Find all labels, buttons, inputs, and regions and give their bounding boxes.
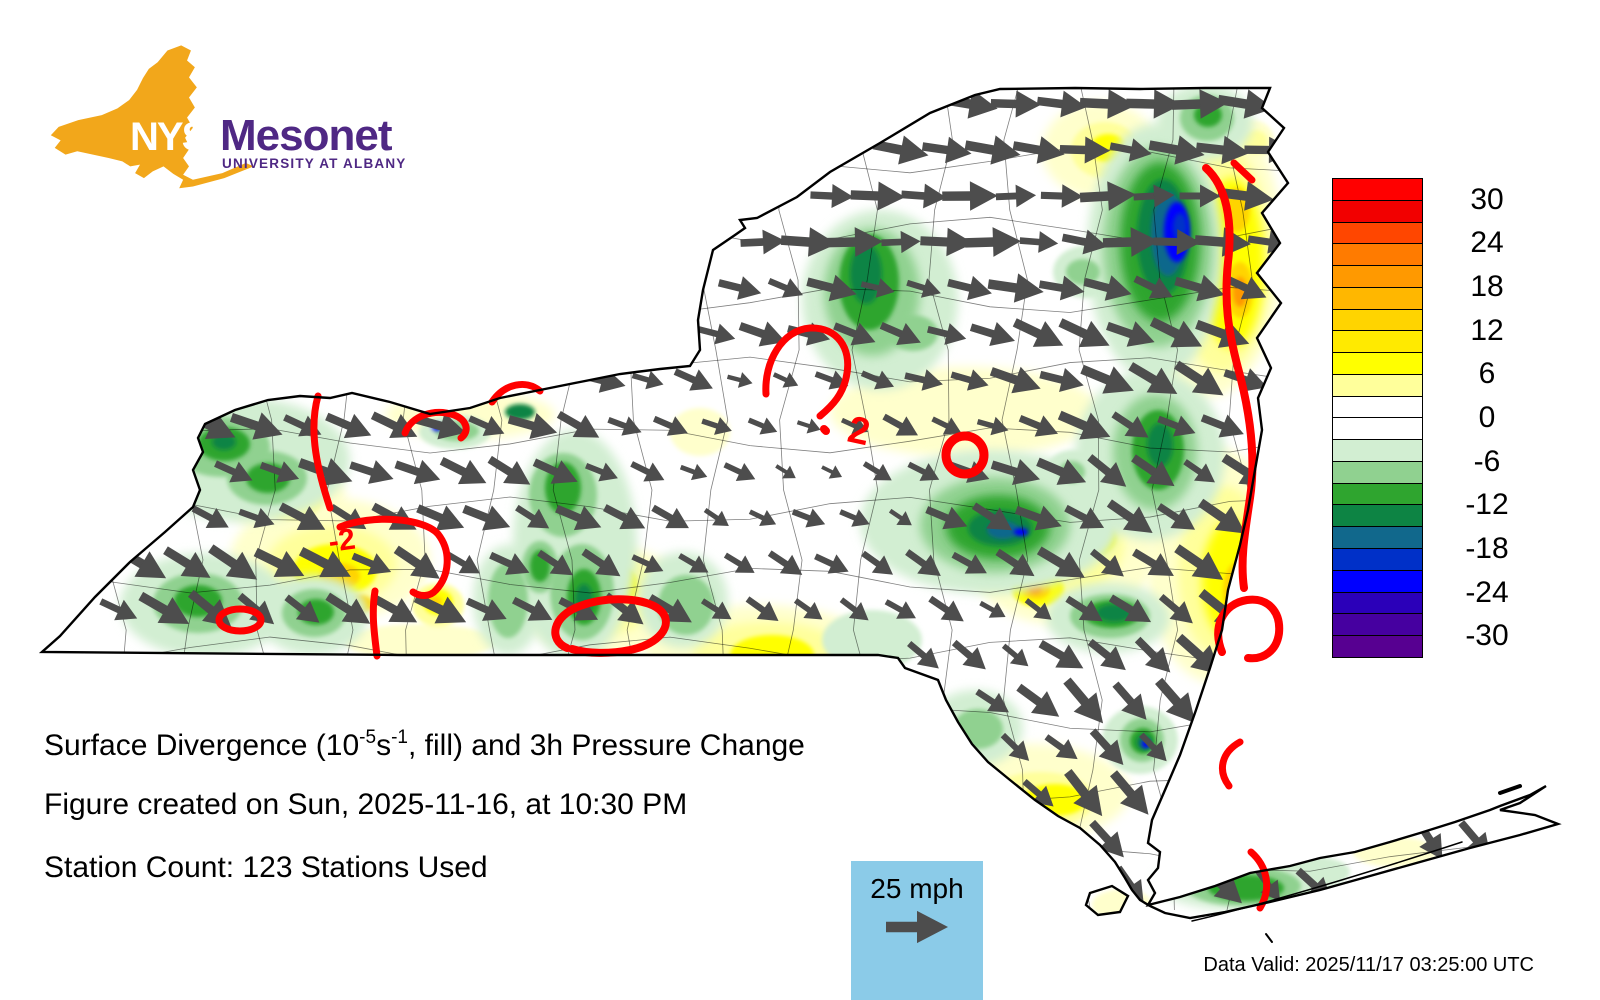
- colorbar: [1332, 178, 1423, 658]
- colorbar-segment: [1333, 526, 1422, 549]
- title-superscript-1: -5: [359, 727, 377, 748]
- colorbar-segment: [1333, 373, 1422, 396]
- title-suffix: , fill) and 3h Pressure Change: [407, 729, 805, 762]
- title-mid: s: [376, 729, 392, 762]
- reference-arrow-icon: [886, 910, 948, 944]
- svg-text:-2: -2: [326, 523, 357, 559]
- colorbar-segment: [1333, 265, 1422, 287]
- title-superscript-2: -1: [391, 727, 408, 748]
- colorbar-segment: [1333, 613, 1422, 636]
- station-count: Station Count: 123 Stations Used: [44, 851, 488, 884]
- colorbar-tick-label: 6: [1478, 357, 1496, 391]
- logo-subtitle-text: UNIVERSITY AT ALBANY: [222, 156, 407, 171]
- colorbar-labels: 30 24 18 12 6 0 -6 -12 -18 -24 -30: [1432, 178, 1542, 658]
- nys-mesonet-logo: NYS Mesonet UNIVERSITY AT ALBANY: [50, 45, 407, 189]
- logo-mesonet-text: Mesonet: [220, 111, 393, 160]
- colorbar-segment: [1333, 548, 1422, 570]
- colorbar-segment: [1333, 504, 1422, 527]
- colorbar-segment: [1333, 460, 1422, 483]
- colorbar-tick-label: -18: [1465, 531, 1509, 565]
- title-prefix: Surface Divergence (10: [44, 729, 360, 762]
- colorbar-segment: [1333, 569, 1422, 592]
- colorbar-segment: [1333, 243, 1422, 266]
- colorbar-tick-label: -12: [1465, 488, 1509, 522]
- colorbar-tick-label: 24: [1470, 226, 1504, 260]
- colorbar-tick-label: 30: [1470, 182, 1504, 216]
- colorbar-segment: [1333, 330, 1422, 353]
- colorbar-segment: [1333, 591, 1422, 614]
- figure-title: Surface Divergence (10-5s-1, fill) and 3…: [44, 727, 805, 763]
- colorbar-segment: [1333, 482, 1422, 505]
- wind-speed-label: 25 mph: [870, 873, 964, 904]
- colorbar-segment: [1333, 179, 1422, 200]
- state-border-line: [38, 86, 1562, 920]
- colorbar-segment: [1333, 221, 1422, 244]
- wind-speed-legend: 25 mph: [851, 861, 983, 1000]
- logo-state-shape: [50, 45, 254, 189]
- wind-arrow-field: [99, 89, 1491, 905]
- colorbar-tick-label: -6: [1473, 444, 1501, 478]
- colorbar-tick-label: 12: [1470, 313, 1504, 347]
- colorbar-segment: [1333, 635, 1422, 657]
- created-timestamp: Figure created on Sun, 2025-11-16, at 10…: [44, 788, 688, 821]
- colorbar-segment: [1333, 286, 1422, 309]
- colorbar-segment: [1333, 199, 1422, 222]
- colorbar-tick-label: 18: [1470, 270, 1504, 304]
- colorbar-segment: [1333, 308, 1422, 331]
- colorbar-segment: [1333, 417, 1422, 440]
- divergence-fill-contours: [120, 88, 1437, 918]
- logo-nys-text: NYS: [130, 115, 208, 159]
- colorbar-tick-label: -24: [1465, 575, 1509, 609]
- data-valid-timestamp: Data Valid: 2025/11/17 03:25:00 UTC: [1203, 954, 1534, 976]
- colorbar-segment: [1333, 439, 1422, 461]
- colorbar-segment: [1333, 395, 1422, 418]
- colorbar-tick-label: -30: [1465, 619, 1509, 653]
- colorbar-segment: [1333, 352, 1422, 374]
- colorbar-tick-label: 0: [1478, 401, 1496, 434]
